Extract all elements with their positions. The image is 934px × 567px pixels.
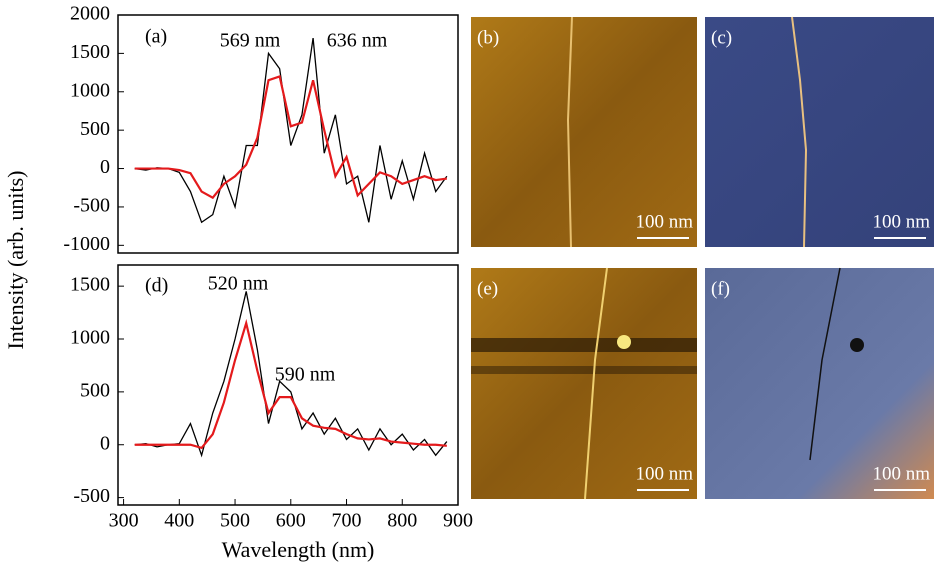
annotation: (d)	[145, 275, 168, 297]
plot-frame	[117, 14, 459, 254]
wire	[566, 16, 573, 248]
x-tick-label: 800	[387, 510, 417, 532]
panel-label: (b)	[477, 27, 499, 48]
afm-image	[471, 268, 697, 499]
panel-label: (e)	[477, 278, 498, 299]
annotation: 520 nm	[208, 273, 269, 295]
scan-artifact	[471, 338, 697, 352]
particle	[617, 335, 631, 349]
afm-image	[471, 17, 697, 247]
wire	[809, 267, 841, 461]
x-axis-label: Wavelength (nm)	[222, 537, 375, 562]
x-tick-label: 600	[276, 510, 306, 532]
y-tick-label: 1500	[70, 41, 110, 63]
y-tick-label: 1000	[70, 79, 110, 101]
panel-label: (f)	[711, 278, 730, 299]
annotation: 636 nm	[327, 30, 388, 52]
scale-label: 100 nm	[872, 211, 930, 232]
y-tick-label: 0	[100, 156, 110, 178]
panel-label: (c)	[711, 27, 732, 48]
scale-label: 100 nm	[635, 463, 693, 484]
wire	[584, 267, 608, 500]
x-tick-label: 900	[443, 510, 473, 532]
y-tick-label: 500	[80, 379, 110, 401]
wire	[791, 16, 808, 248]
scale-label: 100 nm	[872, 463, 930, 484]
scale-label: 100 nm	[635, 211, 693, 232]
y-tick-label: 1000	[70, 327, 110, 349]
image-panels	[471, 16, 934, 500]
y-tick-label: -1000	[63, 233, 110, 255]
y-axis-label: Intensity (arb. units)	[3, 170, 28, 349]
annotation: 590 nm	[275, 364, 336, 386]
y-tick-label: 0	[100, 432, 110, 454]
y-tick-label: 1500	[70, 274, 110, 296]
sem-image	[705, 17, 934, 247]
x-tick-label: 700	[332, 510, 362, 532]
y-tick-label: 2000	[70, 3, 110, 25]
series-line	[134, 37, 448, 224]
series-line	[134, 318, 447, 450]
series-line	[134, 74, 448, 200]
particle	[850, 338, 864, 352]
y-tick-label: 500	[80, 118, 110, 140]
x-tick-label: 500	[220, 510, 250, 532]
y-tick-label: -500	[73, 195, 110, 217]
plot-frame	[117, 264, 459, 506]
annotation: (a)	[145, 26, 167, 48]
y-tick-label: -500	[73, 485, 110, 507]
x-tick-label: 300	[109, 510, 139, 532]
scan-artifact	[471, 366, 697, 374]
annotation: 569 nm	[220, 30, 281, 52]
x-tick-label: 400	[164, 510, 194, 532]
